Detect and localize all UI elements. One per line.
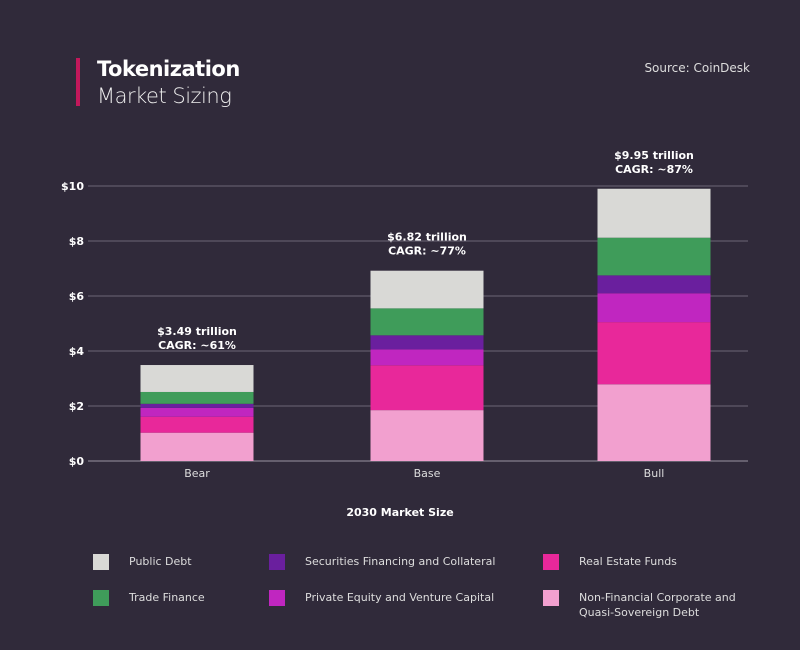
bar-segment: [140, 432, 254, 461]
legend-swatch: [93, 590, 109, 606]
legend-item: Non-Financial Corporate and Quasi-Sovere…: [543, 590, 749, 620]
title-accent-bar: [76, 58, 80, 106]
y-tick-label: $6: [69, 290, 85, 303]
legend-swatch: [269, 590, 285, 606]
legend-item: Real Estate Funds: [543, 554, 677, 570]
x-tick-label: Bear: [184, 467, 210, 480]
legend-swatch: [543, 554, 559, 570]
bar-segment: [370, 349, 484, 366]
bar-cagr-label: CAGR: ~77%: [388, 245, 466, 258]
bar-segment: [597, 237, 711, 276]
bar-cagr-label: CAGR: ~61%: [158, 339, 236, 352]
bar-total-label: $6.82 trillion: [387, 231, 467, 244]
legend-label: Securities Financing and Collateral: [305, 555, 496, 568]
bar-segment: [597, 322, 711, 385]
bar-segment: [140, 403, 254, 408]
bar-segment: [140, 407, 254, 417]
legend-label: Trade Finance: [129, 591, 205, 604]
legend-label: Public Debt: [129, 555, 192, 568]
legend-item: Trade Finance: [93, 590, 205, 606]
bar-total-label: $3.49 trillion: [157, 325, 237, 338]
legend-label: Non-Financial Corporate and Quasi-Sovere…: [579, 591, 736, 619]
bar-segment: [370, 335, 484, 350]
y-tick-label: $0: [69, 455, 85, 468]
y-tick-label: $2: [69, 400, 84, 413]
y-tick-label: $4: [69, 345, 85, 358]
bar-segment: [597, 384, 711, 461]
legend-label: Private Equity and Venture Capital: [305, 591, 495, 604]
source-label: Source: CoinDesk: [644, 61, 750, 75]
legend-label: Real Estate Funds: [579, 555, 677, 568]
legend-item: Public Debt: [93, 554, 192, 570]
x-tick-label: Base: [414, 467, 441, 480]
bar-segment: [597, 293, 711, 323]
y-tick-label: $10: [61, 180, 84, 193]
bar-cagr-label: CAGR: ~87%: [615, 163, 693, 176]
chart-subtitle: Market Sizing: [97, 84, 232, 108]
bar-segment: [140, 391, 254, 404]
legend-swatch: [269, 554, 285, 570]
chart-title: Tokenization: [97, 57, 240, 81]
legend-item: Private Equity and Venture Capital: [269, 590, 494, 606]
bar-segment: [140, 416, 254, 433]
x-tick-label: Bull: [644, 467, 665, 480]
bar-segment: [370, 410, 484, 461]
x-axis-title: 2030 Market Size: [346, 506, 454, 519]
bar-segment: [370, 270, 484, 309]
bar-segment: [370, 365, 484, 411]
bar-segment: [597, 275, 711, 294]
y-tick-label: $8: [69, 235, 84, 248]
legend-item: Securities Financing and Collateral: [269, 554, 495, 570]
legend-swatch: [93, 554, 109, 570]
bar-segment: [370, 308, 484, 336]
bar-segment: [140, 365, 254, 392]
bar-segment: [597, 188, 711, 238]
bar-total-label: $9.95 trillion: [614, 149, 694, 162]
legend-swatch: [543, 590, 559, 606]
